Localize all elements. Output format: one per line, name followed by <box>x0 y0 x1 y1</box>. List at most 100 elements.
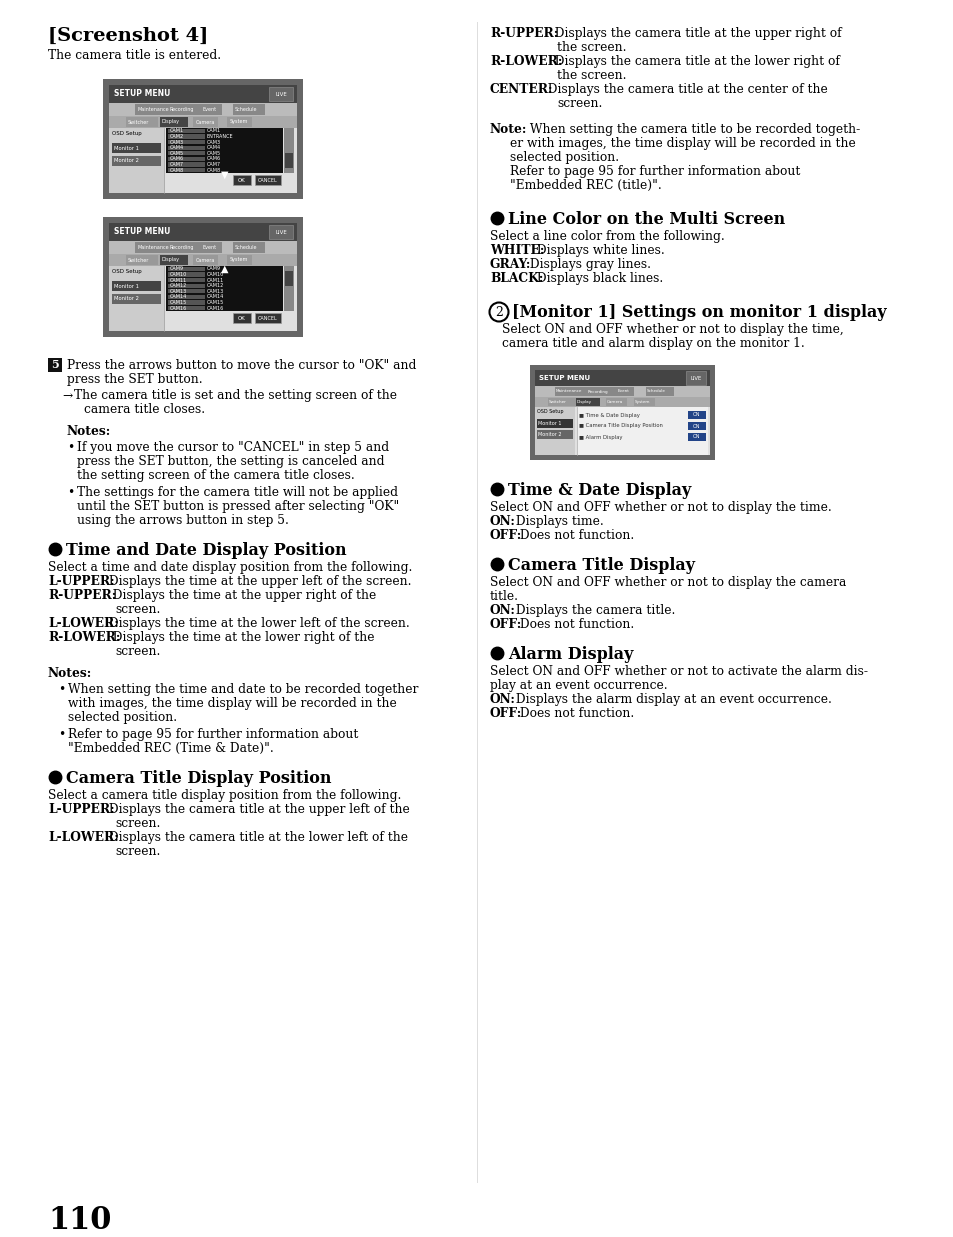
Text: L-LOWER:: L-LOWER: <box>48 831 118 844</box>
Bar <box>168 151 205 156</box>
Text: OSD Setup: OSD Setup <box>112 268 142 275</box>
Text: Display: Display <box>161 120 179 125</box>
Bar <box>126 118 157 127</box>
Bar <box>605 398 626 406</box>
Bar <box>168 289 205 293</box>
Bar <box>285 153 293 168</box>
Text: press the SET button, the setting is canceled and: press the SET button, the setting is can… <box>77 455 384 468</box>
Text: CAM14: CAM14 <box>207 294 224 299</box>
Text: If you move the cursor to "CANCEL" in step 5 and: If you move the cursor to "CANCEL" in st… <box>77 442 389 454</box>
Text: ENTRANCE: ENTRANCE <box>207 134 233 139</box>
Text: Monitor 2: Monitor 2 <box>537 432 561 437</box>
Text: Does not function.: Does not function. <box>516 618 634 631</box>
Text: CAM8: CAM8 <box>170 168 184 173</box>
Text: R-UPPER:: R-UPPER: <box>490 27 558 40</box>
Text: Displays black lines.: Displays black lines. <box>533 272 662 285</box>
Text: When setting the time and date to be recorded together: When setting the time and date to be rec… <box>68 683 418 696</box>
Bar <box>167 242 202 254</box>
Text: CAM13: CAM13 <box>170 288 187 294</box>
Text: ■ Camera Title Display Position: ■ Camera Title Display Position <box>578 423 662 428</box>
Bar <box>168 301 205 304</box>
Text: CAM13: CAM13 <box>207 288 224 294</box>
Bar <box>168 129 205 132</box>
Text: until the SET button is pressed after selecting "OK": until the SET button is pressed after se… <box>77 500 399 513</box>
Text: CAM6: CAM6 <box>170 156 184 162</box>
Text: CAM6: CAM6 <box>207 156 221 162</box>
Text: CAM15: CAM15 <box>207 301 224 306</box>
Bar <box>201 104 222 115</box>
Text: Displays the camera title.: Displays the camera title. <box>512 604 675 617</box>
Text: Displays the camera title at the upper right of: Displays the camera title at the upper r… <box>546 27 841 40</box>
Text: BLACK:: BLACK: <box>490 272 543 285</box>
Text: L-UPPER:: L-UPPER: <box>48 803 114 816</box>
Text: Schedule: Schedule <box>234 245 257 250</box>
Text: 2: 2 <box>495 306 502 318</box>
Bar <box>555 387 592 396</box>
Text: R-LOWER:: R-LOWER: <box>490 54 561 68</box>
Text: R-UPPER:: R-UPPER: <box>48 589 116 602</box>
Bar <box>687 411 705 419</box>
Text: Does not function.: Does not function. <box>516 529 634 542</box>
Bar <box>112 156 161 166</box>
Text: camera title and alarm display on the monitor 1.: camera title and alarm display on the mo… <box>501 336 804 350</box>
Bar <box>159 118 188 127</box>
Text: L-LOWER:: L-LOWER: <box>48 617 118 630</box>
Text: screen.: screen. <box>115 816 160 830</box>
Bar <box>269 87 293 101</box>
Text: CAM4: CAM4 <box>207 145 221 150</box>
Text: [Screenshot 4]: [Screenshot 4] <box>48 27 208 45</box>
Text: CAM2: CAM2 <box>170 134 184 139</box>
Text: using the arrows button in step 5.: using the arrows button in step 5. <box>77 515 289 527</box>
Bar <box>109 103 296 116</box>
Text: Select ON and OFF whether or not to display the time.: Select ON and OFF whether or not to disp… <box>490 501 831 515</box>
Text: Displays the time at the upper right of the: Displays the time at the upper right of … <box>105 589 375 602</box>
Text: Monitor 1: Monitor 1 <box>537 421 561 426</box>
Text: Time and Date Display Position: Time and Date Display Position <box>66 542 346 559</box>
Text: CAM14: CAM14 <box>170 294 187 299</box>
Text: Monitor 1: Monitor 1 <box>113 283 139 288</box>
Text: Event: Event <box>617 390 628 393</box>
Bar <box>168 283 205 288</box>
Bar <box>135 242 177 254</box>
Text: Switcher: Switcher <box>548 400 566 404</box>
Text: Display: Display <box>161 257 179 262</box>
Text: ON:: ON: <box>490 515 516 528</box>
Text: SETUP MENU: SETUP MENU <box>113 89 171 99</box>
Bar <box>537 430 573 439</box>
Text: CENTER:: CENTER: <box>490 83 553 96</box>
Text: screen.: screen. <box>115 602 160 616</box>
Bar <box>645 387 673 396</box>
Text: GRAY:: GRAY: <box>490 259 531 271</box>
Bar <box>168 157 205 161</box>
Bar <box>112 281 161 291</box>
Text: CAM1: CAM1 <box>207 129 221 134</box>
Text: Displays time.: Displays time. <box>512 515 603 528</box>
Bar <box>193 118 218 127</box>
Text: CAM15: CAM15 <box>170 301 187 306</box>
Text: WHITE:: WHITE: <box>490 244 544 257</box>
Text: ON: ON <box>693 412 700 418</box>
Bar <box>168 162 205 167</box>
Text: ON:: ON: <box>490 604 516 617</box>
Text: Select a camera title display position from the following.: Select a camera title display position f… <box>48 789 401 802</box>
Text: LIVE: LIVE <box>690 376 700 381</box>
Text: Maintenance: Maintenance <box>137 245 169 250</box>
Bar <box>193 255 218 265</box>
Text: Displays the camera title at the lower right of: Displays the camera title at the lower r… <box>546 54 839 68</box>
Bar <box>168 272 205 277</box>
Text: CAM16: CAM16 <box>207 306 224 310</box>
Text: •: • <box>67 486 74 499</box>
Text: CAM9: CAM9 <box>207 266 221 271</box>
Bar <box>168 140 205 145</box>
Text: Select ON and OFF whether or not to activate the alarm dis-: Select ON and OFF whether or not to acti… <box>490 666 867 678</box>
Text: Displays the camera title at the center of the: Displays the camera title at the center … <box>539 83 827 96</box>
Bar <box>112 294 161 304</box>
Text: Event: Event <box>203 106 217 113</box>
Text: SETUP MENU: SETUP MENU <box>538 375 590 381</box>
Text: The settings for the camera title will not be applied: The settings for the camera title will n… <box>77 486 397 499</box>
Bar <box>112 143 161 153</box>
Text: Select a line color from the following.: Select a line color from the following. <box>490 230 724 242</box>
Text: System: System <box>634 400 650 404</box>
Text: Camera: Camera <box>606 400 622 404</box>
Bar <box>586 387 617 396</box>
